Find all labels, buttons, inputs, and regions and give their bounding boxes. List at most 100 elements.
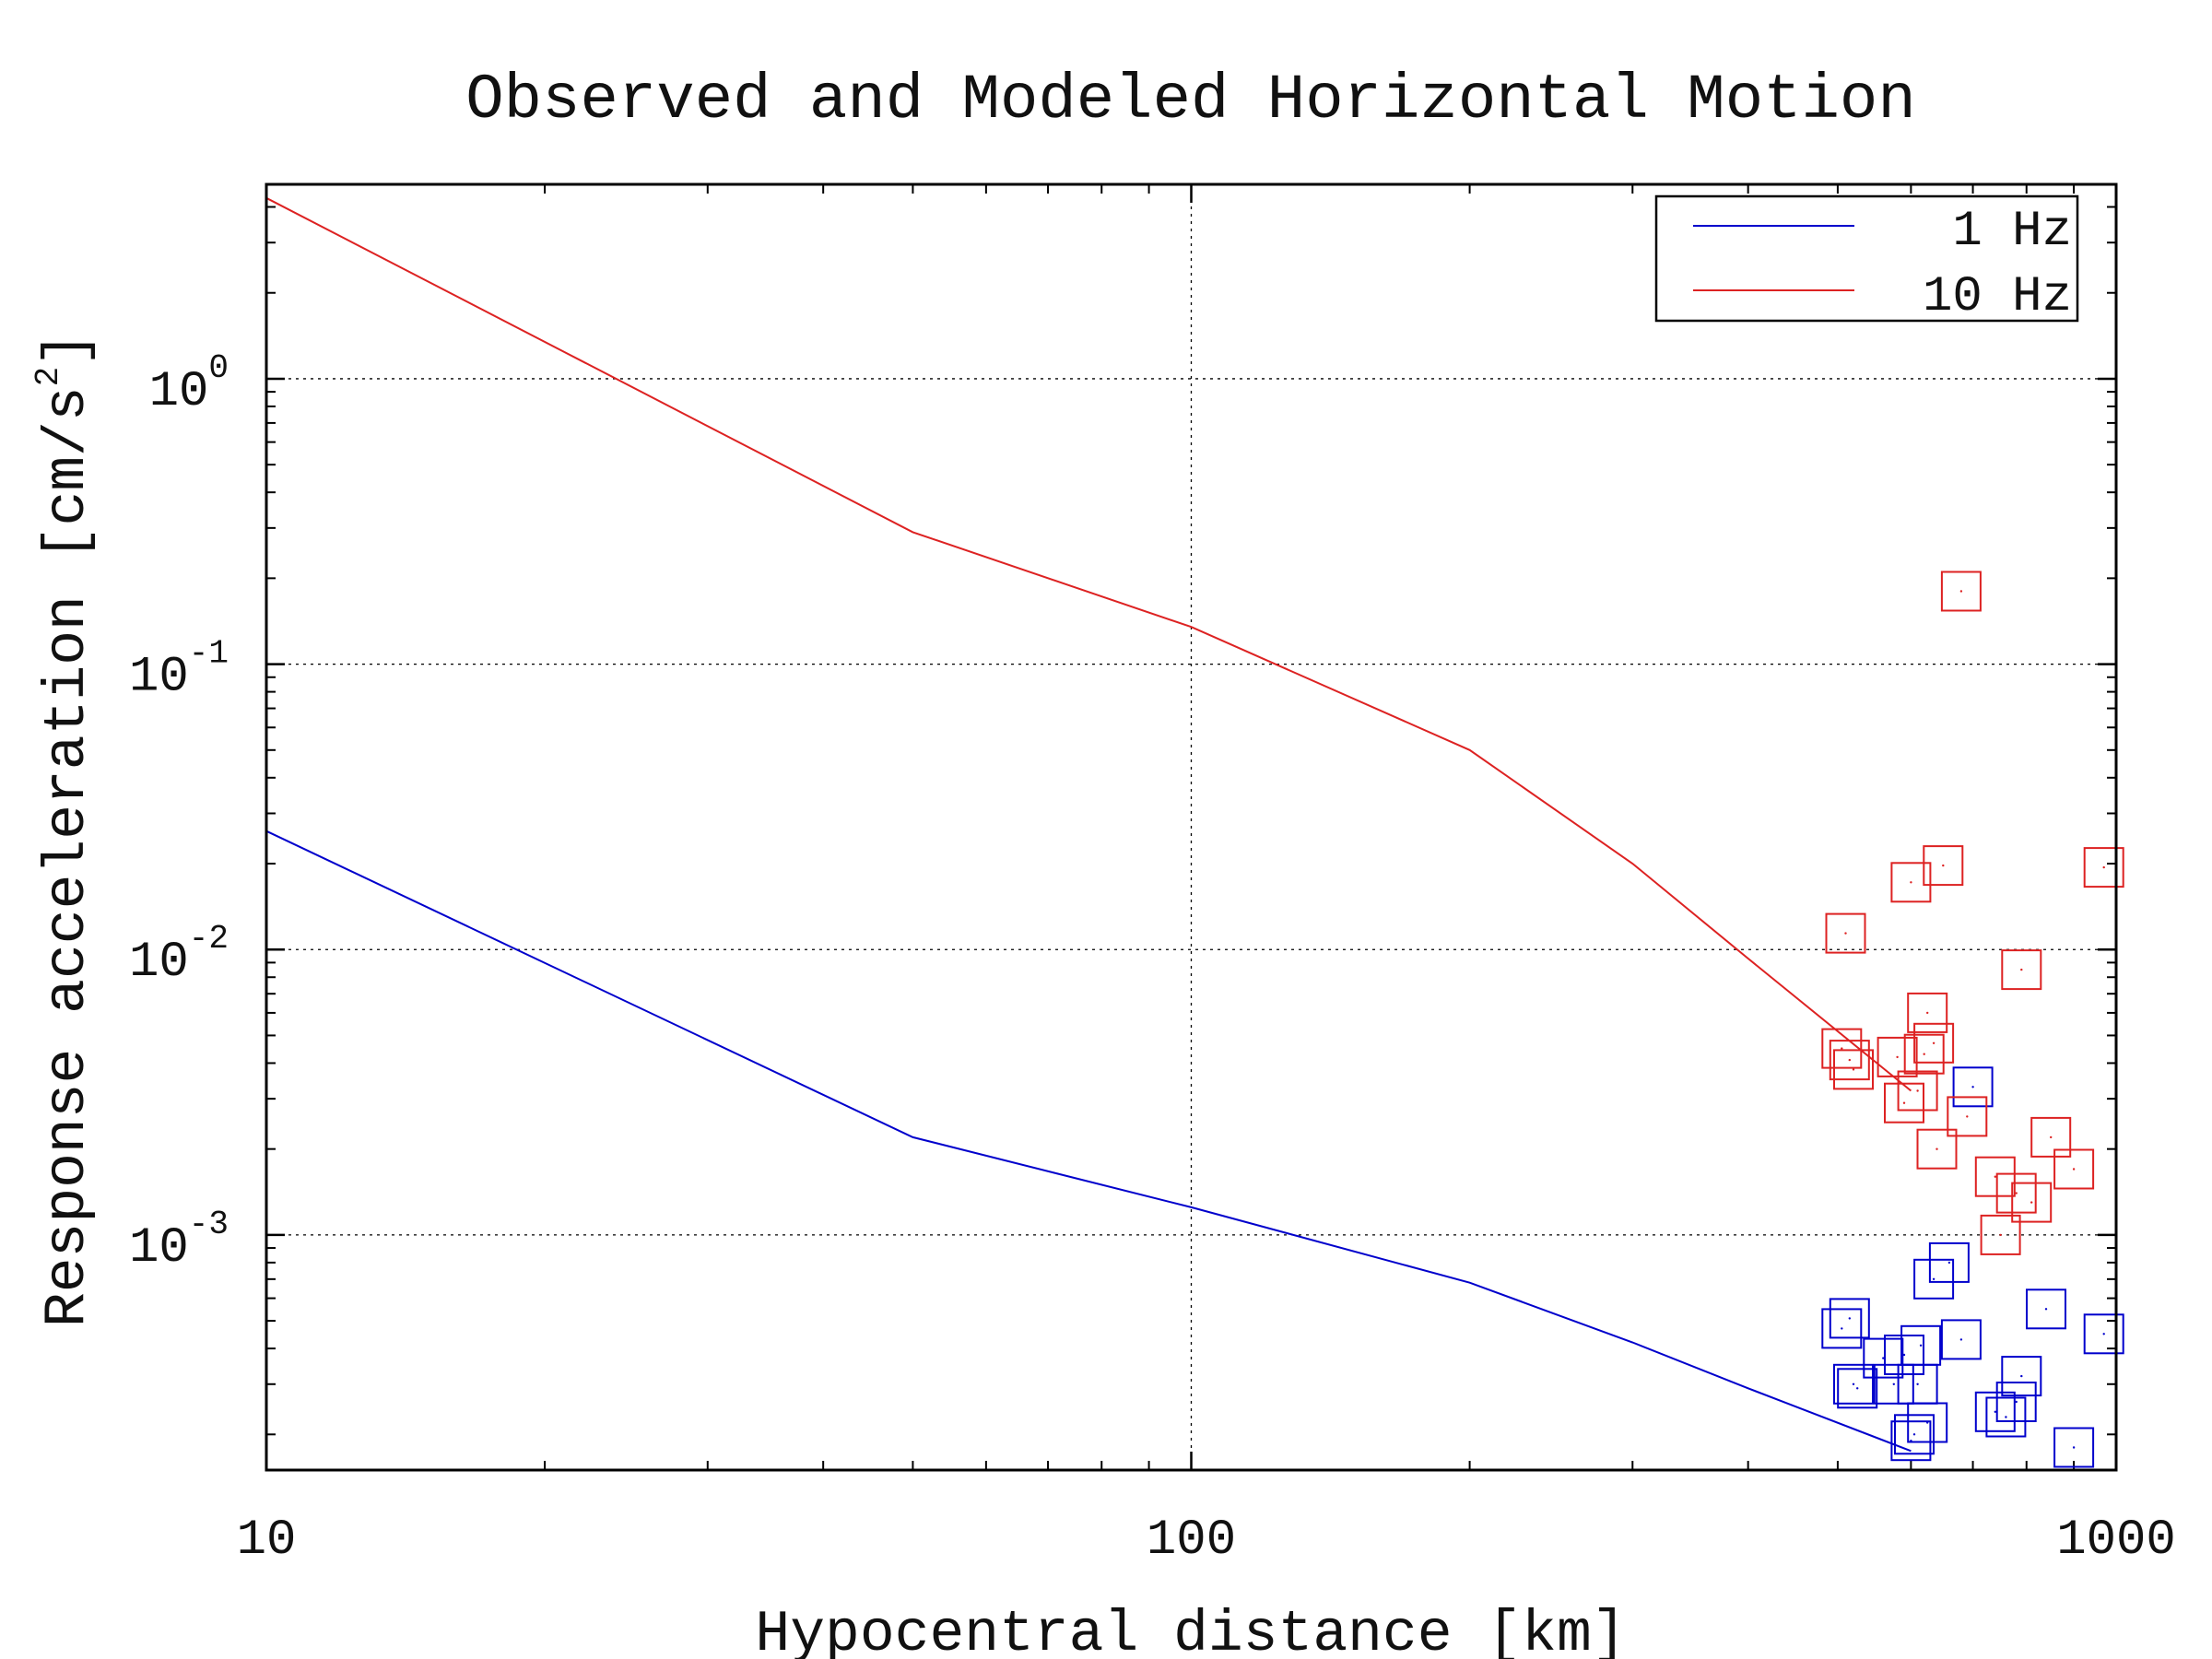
- point-square: [2026, 1288, 2066, 1330]
- point-square: [2083, 847, 2124, 888]
- data-point-1hz: [1952, 1066, 1994, 1108]
- point-center-dot: [1892, 1382, 1895, 1386]
- legend-box: [1654, 194, 2079, 323]
- point-center-dot: [1959, 590, 1963, 593]
- y-tick-label: 10-2: [129, 920, 229, 991]
- point-center-dot: [2015, 1192, 2018, 1194]
- point-square: [1863, 1337, 1904, 1379]
- data-point-10hz: [1974, 1156, 2016, 1197]
- point-square: [1897, 1070, 1938, 1112]
- point-square: [1928, 1241, 1970, 1283]
- y-tick-base: 10: [149, 364, 209, 420]
- data-point-10hz: [1897, 1070, 1938, 1112]
- legend-label-1hz: 1 Hz: [1952, 204, 2072, 260]
- point-square: [1916, 1128, 1958, 1170]
- data-point-1hz: [1928, 1241, 1970, 1283]
- data-point-1hz: [1833, 1363, 1874, 1405]
- x-tick-label: 100: [1147, 1512, 1236, 1569]
- point-center-dot: [2072, 1168, 2076, 1171]
- data-point-1hz: [1894, 1414, 1935, 1455]
- series-points: [1821, 571, 2124, 1468]
- data-point-1hz: [2083, 1313, 2124, 1355]
- point-square: [2001, 949, 2042, 991]
- point-square: [2030, 1116, 2072, 1158]
- point-square: [2083, 1313, 2124, 1355]
- chart-title: Observed and Modeled Horizontal Motion: [465, 65, 1915, 136]
- point-square: [1903, 1033, 1945, 1075]
- point-center-dot: [2030, 1201, 2033, 1204]
- data-point-10hz: [1923, 845, 1964, 887]
- data-point-10hz: [1829, 1040, 1870, 1081]
- point-center-dot: [1959, 1338, 1963, 1341]
- point-center-dot: [1923, 1053, 1925, 1055]
- data-point-10hz: [1833, 1049, 1874, 1090]
- point-center-dot: [2020, 968, 2023, 971]
- point-square: [1907, 1402, 1948, 1443]
- point-center-dot: [1994, 1175, 1996, 1178]
- data-point-10hz: [1890, 862, 1932, 903]
- data-point-10hz: [2011, 1182, 2053, 1223]
- point-center-dot: [1896, 1055, 1899, 1059]
- point-center-dot: [1848, 1317, 1852, 1320]
- point-center-dot: [2005, 1416, 2007, 1418]
- x-tick-labels: 10 100 1000: [237, 1512, 2176, 1569]
- data-point-1hz: [2026, 1288, 2066, 1330]
- point-square: [1913, 1022, 1955, 1064]
- point-center-dot: [1841, 1047, 1843, 1050]
- x-axis-label: Hypocentral distance [km]: [755, 1602, 1626, 1659]
- point-center-dot: [1844, 932, 1847, 935]
- point-square: [1900, 1324, 1942, 1366]
- point-square: [1894, 1414, 1935, 1455]
- point-center-dot: [1852, 1382, 1855, 1386]
- series-lines: [265, 196, 1912, 1453]
- point-center-dot: [2050, 1135, 2053, 1139]
- point-square: [1833, 1049, 1874, 1090]
- data-point-10hz: [1995, 1172, 2037, 1214]
- grid: [266, 184, 2116, 1470]
- point-center-dot: [1942, 864, 1945, 867]
- point-center-dot: [1912, 1433, 1916, 1436]
- point-center-dot: [2102, 865, 2105, 869]
- point-square: [1995, 1382, 2037, 1422]
- y-tick-exponent: -3: [189, 1206, 229, 1243]
- data-point-1hz: [1985, 1396, 2027, 1438]
- point-square: [2011, 1182, 2053, 1223]
- point-center-dot: [2020, 1374, 2023, 1378]
- y-axis-label-sup: 2: [29, 367, 67, 387]
- point-square: [1985, 1396, 2027, 1438]
- point-square: [1940, 1319, 1982, 1360]
- data-point-1hz: [1829, 1298, 1870, 1339]
- data-point-1hz: [1863, 1337, 1904, 1379]
- point-center-dot: [2044, 1308, 2048, 1311]
- data-point-1hz: [1907, 1402, 1948, 1443]
- point-square: [2053, 1148, 2095, 1190]
- point-center-dot: [1926, 1011, 1929, 1015]
- point-center-dot: [1999, 1233, 2002, 1237]
- y-tick-base: 10: [129, 650, 189, 706]
- y-tick-base: 10: [129, 935, 189, 991]
- data-point-10hz: [2001, 949, 2042, 991]
- legend: 1 Hz 10 Hz: [1654, 194, 2079, 325]
- point-center-dot: [1902, 1101, 1906, 1104]
- data-point-1hz: [1821, 1308, 1863, 1349]
- point-square: [1995, 1172, 2037, 1214]
- data-point-1hz: [2053, 1427, 2095, 1468]
- point-center-dot: [1932, 1277, 1936, 1281]
- point-square: [1884, 1335, 1924, 1375]
- x-tick-label: 10: [237, 1512, 297, 1569]
- y-tick-exponent: -2: [189, 920, 229, 958]
- point-square: [1873, 1363, 1914, 1405]
- point-square: [1829, 1040, 1870, 1081]
- data-point-1hz: [1837, 1368, 1878, 1409]
- point-center-dot: [1966, 1115, 1969, 1118]
- data-point-10hz: [1903, 1033, 1945, 1075]
- point-square: [1952, 1066, 1994, 1108]
- data-point-10hz: [1916, 1128, 1958, 1170]
- point-center-dot: [1848, 1058, 1852, 1062]
- y-axis-label: Response acceleration [cm/s2]: [29, 332, 100, 1327]
- y-tick-label: 10-3: [129, 1206, 229, 1277]
- data-point-1hz: [1873, 1363, 1914, 1405]
- point-square: [1974, 1156, 2016, 1197]
